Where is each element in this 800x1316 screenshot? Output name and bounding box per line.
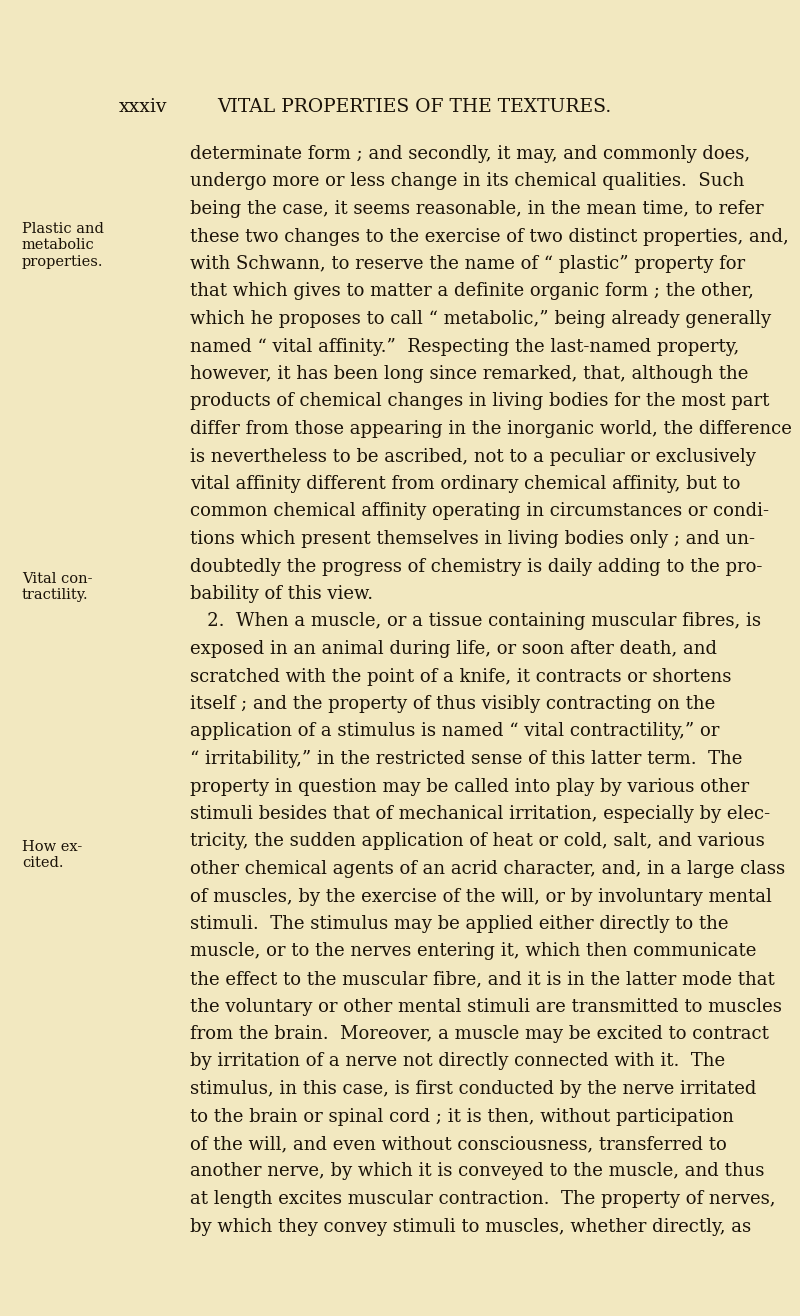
Text: tions which present themselves in living bodies only ; and un-: tions which present themselves in living… xyxy=(190,530,755,547)
Text: How ex-: How ex- xyxy=(22,840,82,854)
Text: exposed in an animal during life, or soon after death, and: exposed in an animal during life, or soo… xyxy=(190,640,717,658)
Text: named “ vital affinity.”  Respecting the last-named property,: named “ vital affinity.” Respecting the … xyxy=(190,337,739,355)
Text: common chemical affinity operating in circumstances or condi-: common chemical affinity operating in ci… xyxy=(190,503,769,521)
Text: the voluntary or other mental stimuli are transmitted to muscles: the voluntary or other mental stimuli ar… xyxy=(190,998,782,1016)
Text: by which they convey stimuli to muscles, whether directly, as: by which they convey stimuli to muscles,… xyxy=(190,1217,751,1236)
Text: muscle, or to the nerves entering it, which then communicate: muscle, or to the nerves entering it, wh… xyxy=(190,942,756,961)
Text: application of a stimulus is named “ vital contractility,” or: application of a stimulus is named “ vit… xyxy=(190,722,719,741)
Text: of the will, and even without consciousness, transferred to: of the will, and even without consciousn… xyxy=(190,1134,726,1153)
Text: stimuli.  The stimulus may be applied either directly to the: stimuli. The stimulus may be applied eit… xyxy=(190,915,729,933)
Text: tractility.: tractility. xyxy=(22,588,89,603)
Text: vital affinity different from ordinary chemical affinity, but to: vital affinity different from ordinary c… xyxy=(190,475,740,494)
Text: the effect to the muscular fibre, and it is in the latter mode that: the effect to the muscular fibre, and it… xyxy=(190,970,774,988)
Text: which he proposes to call “ metabolic,” being already generally: which he proposes to call “ metabolic,” … xyxy=(190,311,771,328)
Text: property in question may be called into play by various other: property in question may be called into … xyxy=(190,778,749,795)
Text: however, it has been long since remarked, that, although the: however, it has been long since remarked… xyxy=(190,365,748,383)
Text: xxxiv: xxxiv xyxy=(118,97,167,116)
Text: cited.: cited. xyxy=(22,857,63,870)
Text: “ irritability,” in the restricted sense of this latter term.  The: “ irritability,” in the restricted sense… xyxy=(190,750,742,769)
Text: tricity, the sudden application of heat or cold, salt, and various: tricity, the sudden application of heat … xyxy=(190,833,765,850)
Text: 2.  When a muscle, or a tissue containing muscular fibres, is: 2. When a muscle, or a tissue containing… xyxy=(190,612,761,630)
Text: products of chemical changes in living bodies for the most part: products of chemical changes in living b… xyxy=(190,392,770,411)
Text: differ from those appearing in the inorganic world, the difference: differ from those appearing in the inorg… xyxy=(190,420,792,438)
Text: Vital con-: Vital con- xyxy=(22,572,93,586)
Text: at length excites muscular contraction.  The property of nerves,: at length excites muscular contraction. … xyxy=(190,1190,775,1208)
Text: another nerve, by which it is conveyed to the muscle, and thus: another nerve, by which it is conveyed t… xyxy=(190,1162,764,1180)
Text: with Schwann, to reserve the name of “ plastic” property for: with Schwann, to reserve the name of “ p… xyxy=(190,255,745,272)
Text: metabolic: metabolic xyxy=(22,238,94,253)
Text: VITAL PROPERTIES OF THE TEXTURES.: VITAL PROPERTIES OF THE TEXTURES. xyxy=(218,97,612,116)
Text: stimuli besides that of mechanical irritation, especially by elec-: stimuli besides that of mechanical irrit… xyxy=(190,805,770,822)
Text: doubtedly the progress of chemistry is daily adding to the pro-: doubtedly the progress of chemistry is d… xyxy=(190,558,762,575)
Text: scratched with the point of a knife, it contracts or shortens: scratched with the point of a knife, it … xyxy=(190,667,731,686)
Text: other chemical agents of an acrid character, and, in a large class: other chemical agents of an acrid charac… xyxy=(190,859,785,878)
Text: from the brain.  Moreover, a muscle may be excited to contract: from the brain. Moreover, a muscle may b… xyxy=(190,1025,769,1044)
Text: to the brain or spinal cord ; it is then, without participation: to the brain or spinal cord ; it is then… xyxy=(190,1108,734,1125)
Text: properties.: properties. xyxy=(22,254,103,268)
Text: itself ; and the property of thus visibly contracting on the: itself ; and the property of thus visibl… xyxy=(190,695,715,713)
Text: undergo more or less change in its chemical qualities.  Such: undergo more or less change in its chemi… xyxy=(190,172,744,191)
Text: bability of this view.: bability of this view. xyxy=(190,586,373,603)
Text: stimulus, in this case, is first conducted by the nerve irritated: stimulus, in this case, is first conduct… xyxy=(190,1080,756,1098)
Text: is nevertheless to be ascribed, not to a peculiar or exclusively: is nevertheless to be ascribed, not to a… xyxy=(190,447,756,466)
Text: by irritation of a nerve not directly connected with it.  The: by irritation of a nerve not directly co… xyxy=(190,1053,725,1070)
Text: that which gives to matter a definite organic form ; the other,: that which gives to matter a definite or… xyxy=(190,283,754,300)
Text: of muscles, by the exercise of the will, or by involuntary mental: of muscles, by the exercise of the will,… xyxy=(190,887,772,905)
Text: being the case, it seems reasonable, in the mean time, to refer: being the case, it seems reasonable, in … xyxy=(190,200,764,218)
Text: these two changes to the exercise of two distinct properties, and,: these two changes to the exercise of two… xyxy=(190,228,789,246)
Text: Plastic and: Plastic and xyxy=(22,222,104,236)
Text: determinate form ; and secondly, it may, and commonly does,: determinate form ; and secondly, it may,… xyxy=(190,145,750,163)
